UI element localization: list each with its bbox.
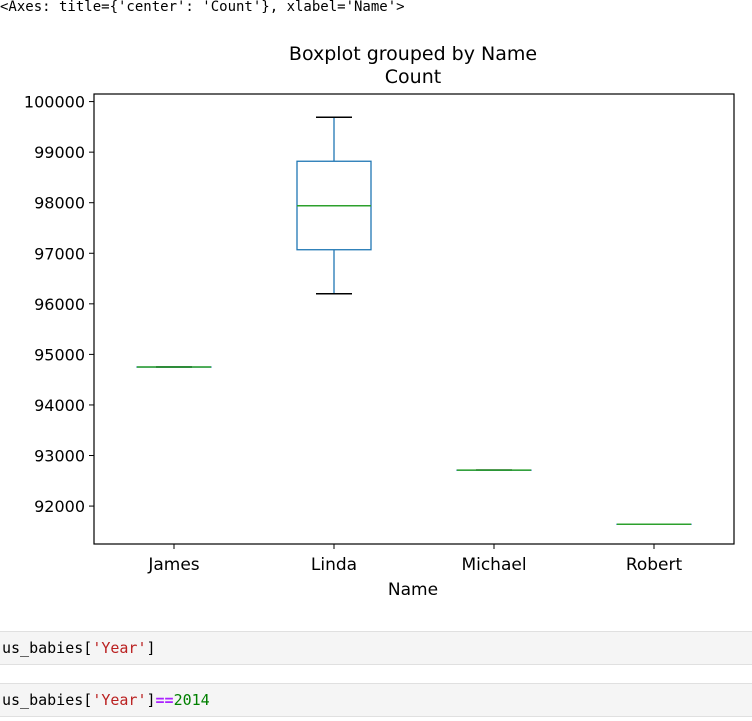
code-number: 2014	[173, 691, 210, 709]
plot-frame	[93, 93, 735, 545]
x-tick-label: Robert	[626, 555, 683, 575]
code-line[interactable]: us_babies['Year']==2014	[2, 691, 210, 709]
code-operator: ==	[155, 691, 174, 709]
code-string: 'Year'	[92, 639, 147, 657]
code-prefix: us_babies[	[2, 639, 93, 657]
y-tick-label: 96000	[34, 295, 85, 314]
code-cell-2[interactable]: us_babies['Year']==2014	[0, 683, 752, 717]
code-suffix: ]	[146, 639, 156, 657]
y-tick-label: 98000	[34, 194, 85, 213]
y-tick-label: 97000	[34, 244, 85, 263]
y-tick-label: 95000	[34, 345, 85, 364]
code-suffix: ]	[146, 691, 156, 709]
y-tick-label: 94000	[34, 396, 85, 415]
x-tick-label: Linda	[311, 555, 357, 575]
chart-suptitle: Boxplot grouped by Name	[289, 43, 537, 65]
axes-repr-output: <Axes: title={'center': 'Count'}, xlabel…	[0, 0, 405, 15]
y-tick-label: 93000	[34, 447, 85, 466]
x-tick-label: James	[147, 555, 199, 575]
boxplot-chart: Boxplot grouped by Name Count 92000 93000…	[24, 43, 735, 600]
box-group	[296, 116, 372, 295]
code-prefix: us_babies[	[2, 691, 93, 709]
y-tick-label: 92000	[34, 497, 85, 516]
code-string: 'Year'	[92, 691, 147, 709]
chart-title: Count	[385, 66, 441, 88]
x-axis-label: Name	[388, 580, 438, 600]
y-tick-label: 99000	[34, 143, 85, 162]
y-tick-label: 100000	[24, 93, 85, 112]
code-cell-1[interactable]: us_babies['Year']	[0, 631, 752, 665]
x-tick-label: Michael	[461, 555, 526, 575]
code-line[interactable]: us_babies['Year']	[2, 639, 156, 657]
